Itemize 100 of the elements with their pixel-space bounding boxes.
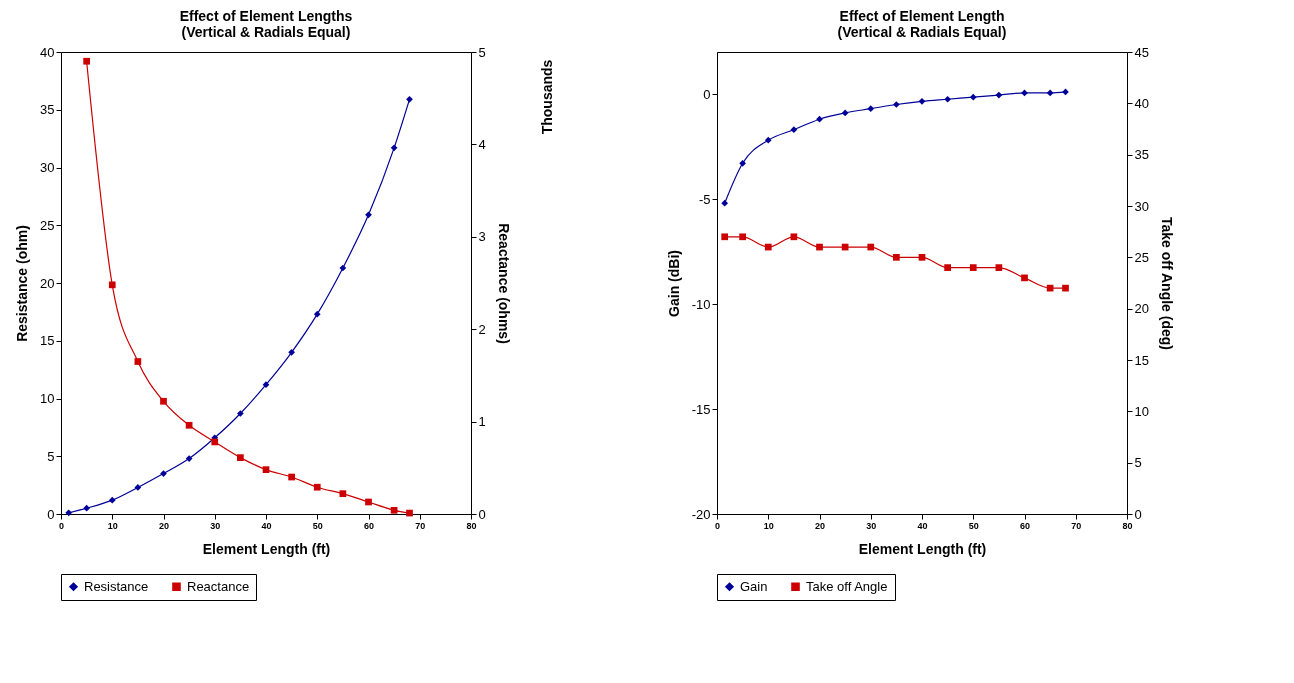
y2-tick-label: 15 (1134, 352, 1149, 368)
point (995, 91, 1003, 99)
y2-tick-label: 30 (1134, 198, 1149, 214)
x-tick-label: 70 (1071, 520, 1082, 531)
chart-subtitle: (Vertical & Radials Equal) (837, 24, 1007, 40)
chart-title: Effect of Element Lengths (179, 8, 353, 24)
point (339, 264, 347, 272)
point (160, 470, 167, 477)
point (406, 509, 413, 517)
y2-tick-label: 25 (1134, 249, 1149, 265)
point (969, 93, 977, 101)
y2-axis-title: Take off Angle (deg) (1158, 217, 1175, 350)
x-tick-label: 20 (158, 520, 170, 531)
point (995, 264, 1003, 271)
x-tick-label: 0 (714, 520, 721, 531)
point (134, 484, 142, 491)
chart-title: Effect of Element Length (839, 8, 1005, 24)
x-tick-label: 40 (917, 520, 928, 531)
y-tick-label: 15 (40, 333, 55, 349)
point (944, 95, 951, 103)
y2-tick-label: 3 (478, 229, 486, 245)
y-tick-label: -5 (698, 191, 711, 207)
point (313, 483, 321, 491)
point (918, 98, 926, 105)
text: Thousands (539, 59, 555, 135)
point (790, 233, 798, 241)
x-tick-label: 30 (866, 520, 877, 531)
point (406, 96, 413, 103)
point (390, 506, 398, 514)
y-tick-label: 35 (40, 102, 55, 118)
point (1046, 89, 1054, 97)
y2-tick-label: 5 (478, 44, 486, 60)
x-axis-title: Element Length (ft) (858, 540, 987, 557)
y2-tick-label: 5 (1134, 455, 1142, 471)
point (739, 159, 746, 167)
point (262, 466, 270, 473)
x-tick-label: 30 (210, 520, 221, 531)
point (185, 421, 193, 429)
x-tick-label: 50 (312, 520, 323, 531)
point (841, 109, 849, 117)
y2-tick-label: 1 (478, 414, 486, 430)
x-tick-label: 80 (1122, 520, 1133, 531)
y-tick-label: 5 (47, 448, 55, 464)
point (390, 144, 398, 152)
point (237, 454, 244, 461)
point (764, 136, 772, 144)
y-tick-label: 0 (703, 86, 711, 102)
point (1021, 274, 1028, 282)
point (739, 233, 746, 241)
x-tick-label: 20 (814, 520, 826, 531)
point (893, 101, 900, 108)
point (65, 509, 73, 517)
point (893, 253, 900, 261)
point (160, 397, 167, 405)
y-tick-label: 25 (40, 217, 55, 233)
y-tick-label: -15 (691, 401, 711, 417)
chart-subtitle: (Vertical & Radials Equal) (181, 24, 351, 40)
y2-tick-label: 40 (1134, 95, 1149, 111)
y-tick-label: 20 (40, 275, 55, 291)
point (211, 438, 219, 446)
x-tick-label: 60 (363, 520, 375, 531)
y2-tick-label: 10 (1134, 403, 1149, 419)
x-tick-label: 80 (466, 520, 477, 531)
point (108, 496, 116, 504)
y2-tick-label: 20 (1134, 301, 1149, 317)
point (1062, 284, 1069, 292)
point (867, 243, 875, 251)
legend-label: Gain (740, 578, 768, 594)
point (134, 358, 142, 365)
x-tick-label: 60 (1019, 520, 1031, 531)
point (365, 498, 372, 506)
point (339, 490, 347, 498)
point (721, 233, 729, 241)
point (969, 264, 977, 271)
point (816, 115, 823, 123)
y2-tick-label: 35 (1134, 147, 1149, 163)
y-tick-label: -10 (691, 296, 711, 312)
x-tick-label: 10 (107, 520, 118, 531)
point (918, 253, 926, 261)
point (185, 455, 193, 462)
x-tick-label: 10 (763, 520, 774, 531)
point (108, 281, 116, 289)
y-tick-label: 30 (40, 160, 55, 175)
y2-tick-label: 4 (478, 136, 486, 152)
point (83, 57, 90, 65)
x-tick-label: 70 (415, 520, 426, 531)
point (288, 473, 295, 481)
legend-label: Take off Angle (806, 578, 888, 594)
x-tick-label: 40 (261, 520, 272, 531)
x-axis-title: Element Length (ft) (202, 540, 331, 557)
point (365, 211, 372, 219)
x-tick-label: 0 (58, 520, 65, 531)
point (237, 410, 244, 417)
point (816, 243, 823, 251)
point (867, 105, 875, 113)
x-tick-label: 50 (968, 520, 979, 531)
y-axis-title: Gain (dBi) (665, 250, 682, 317)
legend-label: Reactance (187, 578, 250, 594)
y2-tick-label: 45 (1134, 44, 1149, 60)
y-axis-title: Resistance (ohm) (14, 225, 31, 342)
